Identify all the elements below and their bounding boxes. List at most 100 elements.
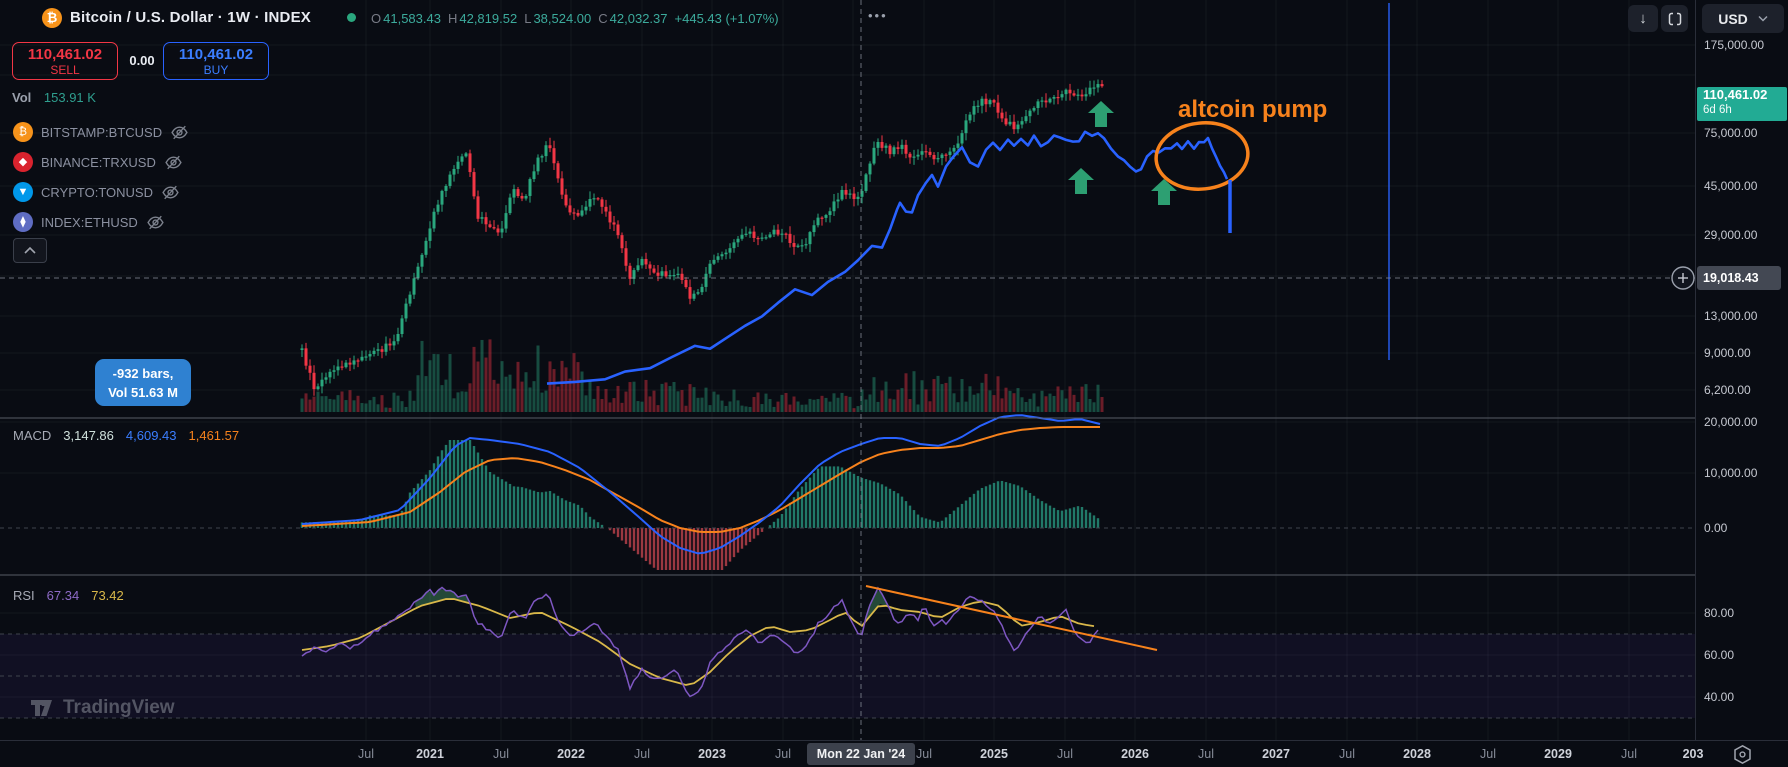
time-axis-label: Jul	[775, 747, 791, 761]
time-axis-label: 2026	[1121, 747, 1149, 761]
collapse-button[interactable]	[13, 238, 47, 263]
macd-signal-value: 1,461.57	[188, 428, 240, 443]
time-axis-label: Jul	[1339, 747, 1355, 761]
high-value: 42,819.52	[459, 11, 518, 26]
symbol-row-btcusd[interactable]: ₿ BITSTAMP:BTCUSD	[13, 122, 189, 142]
chart-header: ₿ Bitcoin / U.S. Dollar · 1W · INDEX O 41…	[0, 0, 1700, 35]
time-axis-label: 2028	[1403, 747, 1431, 761]
time-axis-label: Jul	[634, 747, 650, 761]
low-label: L	[524, 11, 532, 26]
rsi-value: 67.34	[46, 588, 80, 603]
symbol-ticker: BITSTAMP:BTCUSD	[41, 124, 163, 140]
rsi-legend[interactable]: RSI 67.34 73.42	[13, 588, 124, 603]
volume-legend: Vol 153.91 K	[12, 90, 96, 105]
btc-icon: ₿	[13, 122, 33, 142]
price-scale-label: 60.00	[1704, 648, 1735, 662]
buy-button[interactable]: 110,461.02 BUY	[163, 42, 269, 80]
bars-volume: Vol 51.63 M	[108, 384, 178, 400]
time-axis-label: 2023	[698, 747, 726, 761]
crosshair-date-badge: Mon 22 Jan '24	[807, 743, 915, 765]
bars-measure-tooltip: -932 bars, Vol 51.63 M	[95, 359, 191, 406]
time-axis-label: Jul	[1621, 747, 1637, 761]
time-axis-label: 2021	[416, 747, 444, 761]
price-scale-label: 10,000.00	[1704, 466, 1758, 480]
crosshair-price-badge: 19,018.43	[1697, 266, 1781, 290]
close-value: 42,032.37	[609, 11, 668, 26]
symbol-row-tonusd[interactable]: ▼ CRYPTO:TONUSD	[13, 182, 180, 202]
time-axis-label: Jul	[1198, 747, 1214, 761]
macd-label: MACD	[13, 428, 52, 443]
eth-icon: ⧫	[13, 212, 33, 232]
symbol-ticker: CRYPTO:TONUSD	[41, 184, 153, 200]
price-scale-label: 45,000.00	[1704, 179, 1758, 193]
volume-value: 153.91 K	[43, 90, 96, 105]
bar-countdown: 6d 6h	[1703, 104, 1732, 116]
trx-icon: ◆	[13, 152, 33, 172]
add-alert-plus-icon[interactable]	[1669, 264, 1697, 292]
buy-price: 110,461.02	[178, 45, 254, 63]
arrow-up-drawing[interactable]	[1088, 101, 1114, 127]
scroll-to-latest-button[interactable]: ↓	[1628, 5, 1658, 32]
price-scale-label: 6,200.00	[1704, 383, 1751, 397]
currency-value: USD	[1718, 10, 1748, 27]
symbol-row-ethusd[interactable]: ⧫ INDEX:ETHUSD	[13, 212, 165, 232]
currency-dropdown[interactable]: USD	[1702, 4, 1784, 33]
symbol-title[interactable]: Bitcoin / U.S. Dollar · 1W · INDEX	[70, 9, 311, 26]
rsi-label: RSI	[13, 588, 35, 603]
ton-icon: ▼	[13, 182, 33, 202]
more-options-icon[interactable]: •••	[868, 8, 888, 23]
volume-label: Vol	[12, 90, 32, 105]
price-scale-label: 9,000.00	[1704, 346, 1751, 360]
open-value: 41,583.43	[383, 11, 441, 26]
market-status-icon	[347, 13, 356, 22]
price-scale-label: 175,000.00	[1704, 38, 1765, 52]
price-scale[interactable]: 175,000.00 75,000.00 45,000.00 29,000.00 13,…	[1695, 0, 1788, 767]
altcoin-pump-annotation[interactable]: altcoin pump	[1178, 96, 1328, 123]
rsi-ma-value: 73.42	[91, 588, 124, 603]
price-scale-label: 75,000.00	[1704, 126, 1758, 140]
watermark-text: TradingView	[63, 697, 175, 718]
time-axis-label: Jul	[1480, 747, 1496, 761]
arrow-up-drawing[interactable]	[1151, 179, 1177, 205]
time-axis[interactable]: Jul 2021 Jul 2022 Jul 2023 Jul Jul 2025 Jul 2026 Ju…	[0, 740, 1788, 767]
price-scale-label: 29,000.00	[1704, 228, 1758, 242]
last-price-value: 110,461.02	[1703, 87, 1768, 102]
close-label: C	[598, 11, 608, 26]
symbol-ticker: INDEX:ETHUSD	[41, 214, 138, 230]
time-axis-label: 2025	[980, 747, 1008, 761]
high-label: H	[447, 11, 458, 26]
chevron-down-icon	[1758, 15, 1768, 22]
time-axis-label: Jul	[358, 747, 374, 761]
bars-count: -932 bars,	[112, 365, 174, 381]
macd-hist-value: 3,147.86	[63, 428, 114, 443]
ellipse-drawing[interactable]	[1153, 118, 1251, 193]
tradingview-logo-icon	[31, 700, 52, 716]
ohlc-values: O 41,583.43 H 42,819.52 L 38,524.00 C 42,032…	[371, 11, 779, 26]
time-axis-label: 2029	[1544, 747, 1572, 761]
time-axis-label: Jul	[916, 747, 932, 761]
fullscreen-icon	[1668, 12, 1681, 25]
macd-line-value: 4,609.43	[125, 428, 177, 443]
spread-value: 0.00	[129, 53, 155, 68]
timezone-settings-icon[interactable]	[1732, 744, 1753, 765]
price-scale-label: 13,000.00	[1704, 309, 1758, 323]
price-scale-label: 40.00	[1704, 690, 1735, 704]
macd-legend[interactable]: MACD 3,147.86 4,609.43 1,461.57	[13, 428, 239, 443]
low-value: 38,524.00	[533, 11, 592, 26]
symbol-row-trxusd[interactable]: ◆ BINANCE:TRXUSD	[13, 152, 183, 172]
eye-hidden-icon[interactable]	[170, 123, 189, 142]
tradingview-watermark: TradingView	[30, 697, 175, 719]
sell-button[interactable]: 110,461.02 SELL	[12, 42, 118, 80]
eye-hidden-icon[interactable]	[146, 213, 165, 232]
last-price-badge: 110,461.02 6d 6h	[1697, 87, 1787, 121]
open-label: O	[371, 11, 382, 26]
eye-hidden-icon[interactable]	[161, 183, 180, 202]
fullscreen-button[interactable]	[1661, 5, 1688, 32]
time-axis-label: 2027	[1262, 747, 1290, 761]
symbol-ticker: BINANCE:TRXUSD	[41, 154, 156, 170]
time-axis-label: 2022	[557, 747, 585, 761]
arrow-up-drawing[interactable]	[1068, 168, 1094, 194]
sell-label: SELL	[50, 62, 80, 77]
eye-hidden-icon[interactable]	[164, 153, 183, 172]
